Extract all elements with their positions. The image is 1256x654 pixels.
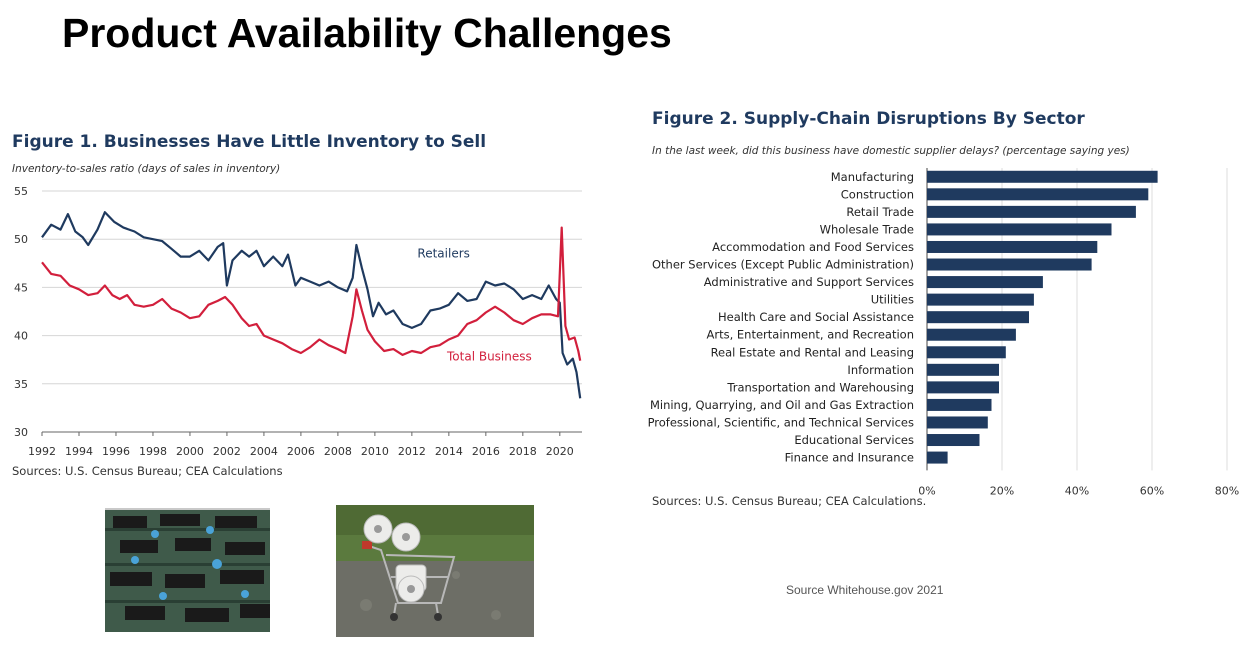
figure1-source: Sources: U.S. Census Bureau; CEA Calcula… [12,464,283,478]
figure2-subtitle: In the last week, did this business have… [652,145,1130,157]
x-tick-label: 1996 [102,445,130,458]
bar [927,416,988,429]
category-label: Manufacturing [831,170,914,184]
bar [927,363,999,376]
bar [927,205,1136,218]
category-label: Transportation and Warehousing [726,380,914,394]
category-label: Finance and Insurance [785,451,914,465]
x-tick-label: 2008 [324,445,352,458]
bar [927,451,948,464]
category-label: Real Estate and Rental and Leasing [711,345,914,359]
bar [927,223,1112,236]
y-tick-label: 30 [14,426,28,439]
category-label: Wholesale Trade [820,222,914,236]
x-tick-label: 60% [1140,484,1164,497]
x-tick-label: 1992 [28,445,56,458]
bar [927,293,1034,306]
category-label: Health Care and Social Assistance [718,310,914,324]
series-label-total-business: Total Business [446,350,532,364]
bar [927,328,1016,341]
series-line-total-business [41,226,582,361]
slide-title: Product Availability Challenges [62,10,672,56]
bar [927,276,1043,289]
category-label: Administrative and Support Services [704,275,914,289]
x-tick-label: 2002 [213,445,241,458]
circuit-board-photo-icon [105,508,270,632]
x-tick-label: 2020 [546,445,574,458]
category-label: Mining, Quarrying, and Oil and Gas Extra… [650,398,914,412]
x-tick-label: 2000 [176,445,204,458]
bar [927,398,992,411]
x-tick-label: 2014 [435,445,463,458]
bar [927,381,999,394]
y-tick-label: 50 [14,233,28,246]
category-label: Educational Services [794,433,914,447]
source-credit: Source Whitehouse.gov 2021 [786,583,944,597]
bar [927,170,1158,183]
bar [927,188,1149,201]
category-label: Professional, Scientific, and Technical … [648,415,914,429]
x-tick-label: 0% [918,484,935,497]
y-tick-label: 35 [14,378,28,391]
x-tick-label: 2010 [361,445,389,458]
x-tick-label: 2012 [398,445,426,458]
figure1-title: Figure 1. Businesses Have Little Invento… [12,132,487,152]
y-tick-label: 40 [14,330,28,343]
figure1-line-chart: 30 35 40 45 50 55 1992 1994 1996 1998 2000 2002 2004… [14,185,582,458]
category-label: Other Services (Except Public Administra… [652,258,914,272]
x-tick-label: 2016 [472,445,500,458]
x-tick-label: 2004 [250,445,278,458]
series-label-retailers: Retailers [417,247,469,261]
category-label: Accommodation and Food Services [712,240,914,254]
x-tick-label: 40% [1065,484,1089,497]
x-tick-label: 1994 [65,445,93,458]
shopping-cart-toilet-paper-photo-icon [336,505,534,637]
figure1-subtitle: Inventory-to-sales ratio (days of sales … [12,163,281,175]
bar [927,311,1029,324]
x-tick-label: 80% [1215,484,1239,497]
category-label: Information [847,363,914,377]
category-label: Utilities [871,293,914,307]
x-tick-label: 2006 [287,445,315,458]
x-tick-label: 20% [990,484,1014,497]
bar [927,346,1006,359]
figure2-bar-chart: 0% 20% 40% 60% 80% Manufacturing Construction R… [648,168,1239,497]
category-label: Retail Trade [846,205,914,219]
y-tick-label: 55 [14,185,28,198]
bar [927,240,1098,253]
figure2-source: Sources: U.S. Census Bureau; CEA Calcula… [652,494,927,508]
bar [927,434,980,447]
figure2-title: Figure 2. Supply-Chain Disruptions By Se… [652,109,1085,129]
series-line-retailers [41,211,582,399]
category-label: Arts, Entertainment, and Recreation [707,328,915,342]
bar [927,258,1092,271]
x-tick-label: 2018 [509,445,537,458]
x-tick-label: 1998 [139,445,167,458]
category-label: Construction [841,187,914,201]
y-tick-label: 45 [14,281,28,294]
